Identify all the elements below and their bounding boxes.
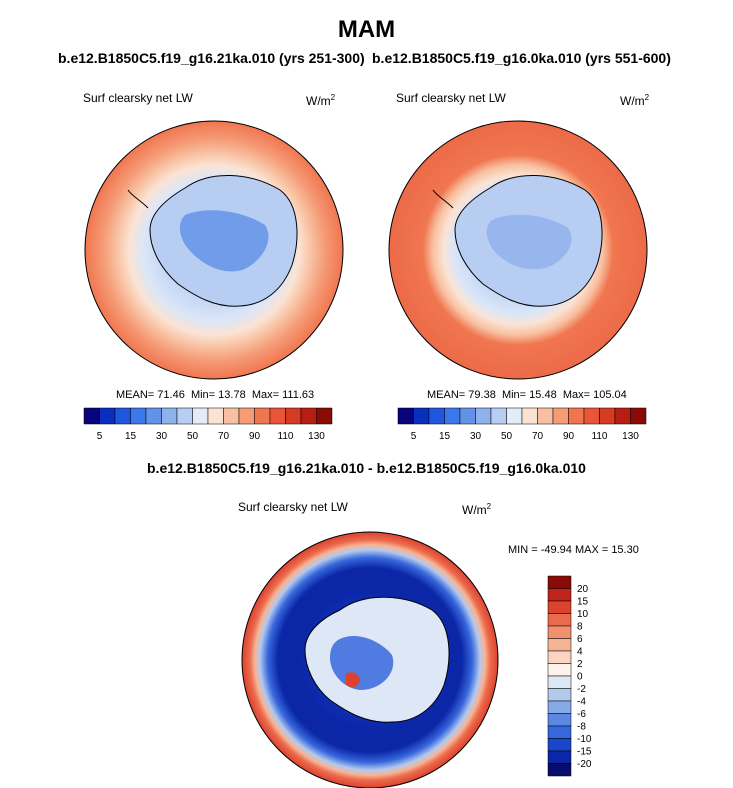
left-colorbar-swatch (207, 407, 224, 425)
difference-variable-label: Surf clearsky net LW (238, 500, 348, 514)
left-colorbar-swatch (285, 407, 302, 425)
left-colorbar-tick-label: 50 (187, 431, 199, 442)
left-colorbar-swatch (83, 407, 100, 425)
right-colorbar-swatch (490, 407, 507, 425)
difference-minmax-stats: MIN = -49.94 MAX = 15.30 (508, 544, 639, 556)
left-colorbar-swatch (145, 407, 162, 425)
difference-colorbar-swatch (547, 688, 572, 702)
left-colorbar-tick-label: 15 (125, 431, 137, 442)
right-colorbar-swatch (475, 407, 492, 425)
right-colorbar-swatch (521, 407, 538, 425)
right-colorbar-swatch (614, 407, 631, 425)
left-colorbar-swatch (192, 407, 209, 425)
right-panel-run-title: b.e12.B1850C5.f19_g16.0ka.010 (yrs 551-6… (372, 50, 671, 66)
difference-colorbar-tick-label: 20 (577, 584, 589, 595)
left-colorbar-tick-label: 70 (218, 431, 230, 442)
left-colorbar-swatch (99, 407, 116, 425)
difference-colorbar-swatch (547, 675, 572, 689)
right-colorbar-swatch (397, 407, 414, 425)
right-colorbar: 5 15 30 50 70 90 110 130 (397, 407, 647, 442)
left-colorbar-swatch (223, 407, 240, 425)
difference-colorbar-tick-label: -15 (577, 747, 592, 758)
difference-colorbar-swatch (547, 725, 572, 739)
difference-colorbar-swatch (547, 638, 572, 652)
right-panel-variable-label: Surf clearsky net LW (396, 91, 506, 105)
difference-colorbar-tick-label: 15 (577, 597, 589, 608)
left-colorbar-swatch (238, 407, 255, 425)
right-panel-stats: MEAN= 79.38 Min= 15.48 Max= 105.04 (427, 389, 627, 401)
right-colorbar-tick-label: 130 (622, 431, 639, 442)
difference-colorbar-tick-label: -20 (577, 759, 592, 770)
difference-colorbar-tick-label: -4 (577, 697, 586, 708)
right-colorbar-tick-label: 90 (563, 431, 575, 442)
difference-colorbar-swatch (547, 738, 572, 752)
left-panel-units: W/m2 (306, 93, 336, 108)
left-colorbar-tick-label: 90 (249, 431, 261, 442)
season-title: MAM (337, 16, 396, 43)
right-colorbar-tick-label: 50 (501, 431, 513, 442)
difference-units: W/m2 (462, 502, 492, 517)
left-panel-run-title: b.e12.B1850C5.f19_g16.21ka.010 (yrs 251-… (58, 50, 365, 66)
difference-colorbar-swatch (547, 750, 572, 764)
right-colorbar-tick-label: 110 (592, 431, 608, 442)
difference-colorbar-tick-label: -2 (577, 684, 586, 695)
right-colorbar-swatch (552, 407, 569, 425)
left-panel-stats: MEAN= 71.46 Min= 13.78 Max= 111.63 (116, 389, 315, 401)
difference-colorbar-swatch (547, 613, 572, 627)
left-colorbar-swatch (254, 407, 271, 425)
difference-colorbar-swatch (547, 663, 572, 677)
difference-colorbar-tick-label: 8 (577, 622, 583, 633)
right-colorbar-swatch (459, 407, 476, 425)
difference-colorbar-swatch (547, 588, 572, 602)
right-colorbar-swatch (428, 407, 445, 425)
right-colorbar-tick-label: 70 (532, 431, 544, 442)
difference-colorbar-tick-label: -6 (577, 709, 586, 720)
right-panel-units: W/m2 (620, 93, 650, 108)
right-colorbar-swatch (444, 407, 461, 425)
right-colorbar-swatch (630, 407, 647, 425)
right-colorbar-tick-label: 15 (439, 431, 451, 442)
left-colorbar-tick-label: 5 (97, 431, 103, 442)
difference-colorbar-swatch (547, 575, 572, 589)
difference-colorbar-tick-label: 0 (577, 672, 583, 683)
right-colorbar-swatch (506, 407, 523, 425)
right-colorbar-swatch (537, 407, 554, 425)
right-colorbar-swatch (568, 407, 585, 425)
left-colorbar-swatch (316, 407, 333, 425)
difference-colorbar-swatch (547, 625, 572, 639)
difference-colorbar-tick-label: 4 (577, 647, 583, 658)
right-colorbar-swatch (583, 407, 600, 425)
difference-polar-map (241, 531, 499, 788)
left-colorbar-tick-label: 110 (278, 431, 294, 442)
difference-colorbar-tick-label: 6 (577, 634, 583, 645)
difference-colorbar-swatch (547, 763, 572, 777)
difference-colorbar-swatch (547, 600, 572, 614)
left-colorbar-swatch (114, 407, 131, 425)
left-polar-map (84, 120, 344, 380)
left-colorbar-swatch (161, 407, 178, 425)
left-panel-variable-label: Surf clearsky net LW (83, 91, 193, 105)
difference-colorbar-tick-label: 2 (577, 659, 583, 670)
difference-colorbar-tick-label: -10 (577, 734, 592, 745)
left-colorbar-swatch (300, 407, 317, 425)
difference-colorbar-tick-label: -8 (577, 722, 586, 733)
right-colorbar-swatch (413, 407, 430, 425)
right-polar-map (388, 120, 648, 380)
right-colorbar-tick-label: 5 (411, 431, 417, 442)
left-colorbar-swatch (176, 407, 193, 425)
right-colorbar-tick-label: 30 (470, 431, 482, 442)
left-colorbar-tick-label: 130 (308, 431, 325, 442)
left-colorbar-tick-label: 30 (156, 431, 168, 442)
left-colorbar-swatch (130, 407, 147, 425)
left-colorbar: 5 15 30 50 70 90 110 130 (83, 407, 333, 442)
difference-title: b.e12.B1850C5.f19_g16.21ka.010 - b.e12.B… (147, 460, 586, 476)
difference-colorbar-swatch (547, 700, 572, 714)
right-colorbar-swatch (599, 407, 616, 425)
difference-colorbar-swatch (547, 713, 572, 727)
difference-colorbar-swatch (547, 650, 572, 664)
left-colorbar-swatch (269, 407, 286, 425)
difference-colorbar-tick-label: 10 (577, 609, 589, 620)
